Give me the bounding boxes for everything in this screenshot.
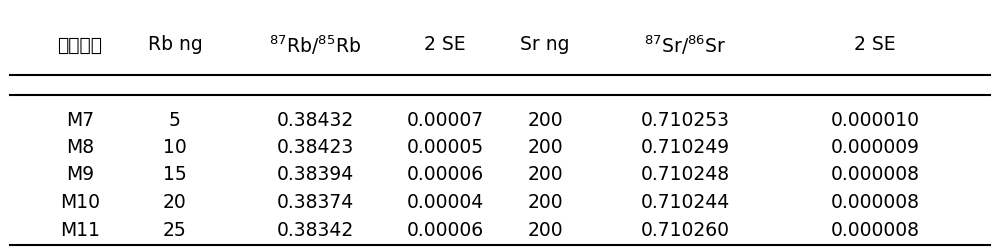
Text: 0.710248: 0.710248 bbox=[640, 166, 730, 184]
Text: 0.38342: 0.38342 bbox=[276, 220, 354, 240]
Text: 200: 200 bbox=[527, 166, 563, 184]
Text: 0.00005: 0.00005 bbox=[406, 138, 484, 157]
Text: 0.000010: 0.000010 bbox=[830, 110, 920, 130]
Text: 0.710244: 0.710244 bbox=[640, 193, 730, 212]
Text: 0.710249: 0.710249 bbox=[640, 138, 730, 157]
Text: 0.00004: 0.00004 bbox=[406, 193, 484, 212]
Text: 0.00006: 0.00006 bbox=[406, 166, 484, 184]
Text: 0.38423: 0.38423 bbox=[276, 138, 354, 157]
Text: 20: 20 bbox=[163, 193, 187, 212]
Text: 200: 200 bbox=[527, 220, 563, 240]
Text: M11: M11 bbox=[60, 220, 100, 240]
Text: 200: 200 bbox=[527, 193, 563, 212]
Text: 0.38432: 0.38432 bbox=[276, 110, 354, 130]
Text: 15: 15 bbox=[163, 166, 187, 184]
Text: 10: 10 bbox=[163, 138, 187, 157]
Text: $^{87}$Sr/$^{86}$Sr: $^{87}$Sr/$^{86}$Sr bbox=[644, 33, 726, 57]
Text: 200: 200 bbox=[527, 110, 563, 130]
Text: 0.710260: 0.710260 bbox=[640, 220, 730, 240]
Text: 0.710253: 0.710253 bbox=[640, 110, 730, 130]
Text: 0.38374: 0.38374 bbox=[276, 193, 354, 212]
Text: M9: M9 bbox=[66, 166, 94, 184]
Text: 0.38394: 0.38394 bbox=[276, 166, 354, 184]
Text: Rb ng: Rb ng bbox=[148, 36, 202, 54]
Text: 0.000009: 0.000009 bbox=[830, 138, 920, 157]
Text: 样品编号: 样品编号 bbox=[58, 36, 103, 54]
Text: 5: 5 bbox=[169, 110, 181, 130]
Text: 0.000008: 0.000008 bbox=[830, 166, 920, 184]
Text: 0.00007: 0.00007 bbox=[406, 110, 484, 130]
Text: 25: 25 bbox=[163, 220, 187, 240]
Text: $^{87}$Rb/$^{85}$Rb: $^{87}$Rb/$^{85}$Rb bbox=[269, 33, 361, 57]
Text: 2 SE: 2 SE bbox=[854, 36, 896, 54]
Text: 0.000008: 0.000008 bbox=[830, 193, 920, 212]
Text: 200: 200 bbox=[527, 138, 563, 157]
Text: M10: M10 bbox=[60, 193, 100, 212]
Text: M7: M7 bbox=[66, 110, 94, 130]
Text: Sr ng: Sr ng bbox=[520, 36, 570, 54]
Text: 0.00006: 0.00006 bbox=[406, 220, 484, 240]
Text: 0.000008: 0.000008 bbox=[830, 220, 920, 240]
Text: 2 SE: 2 SE bbox=[424, 36, 466, 54]
Text: M8: M8 bbox=[66, 138, 94, 157]
